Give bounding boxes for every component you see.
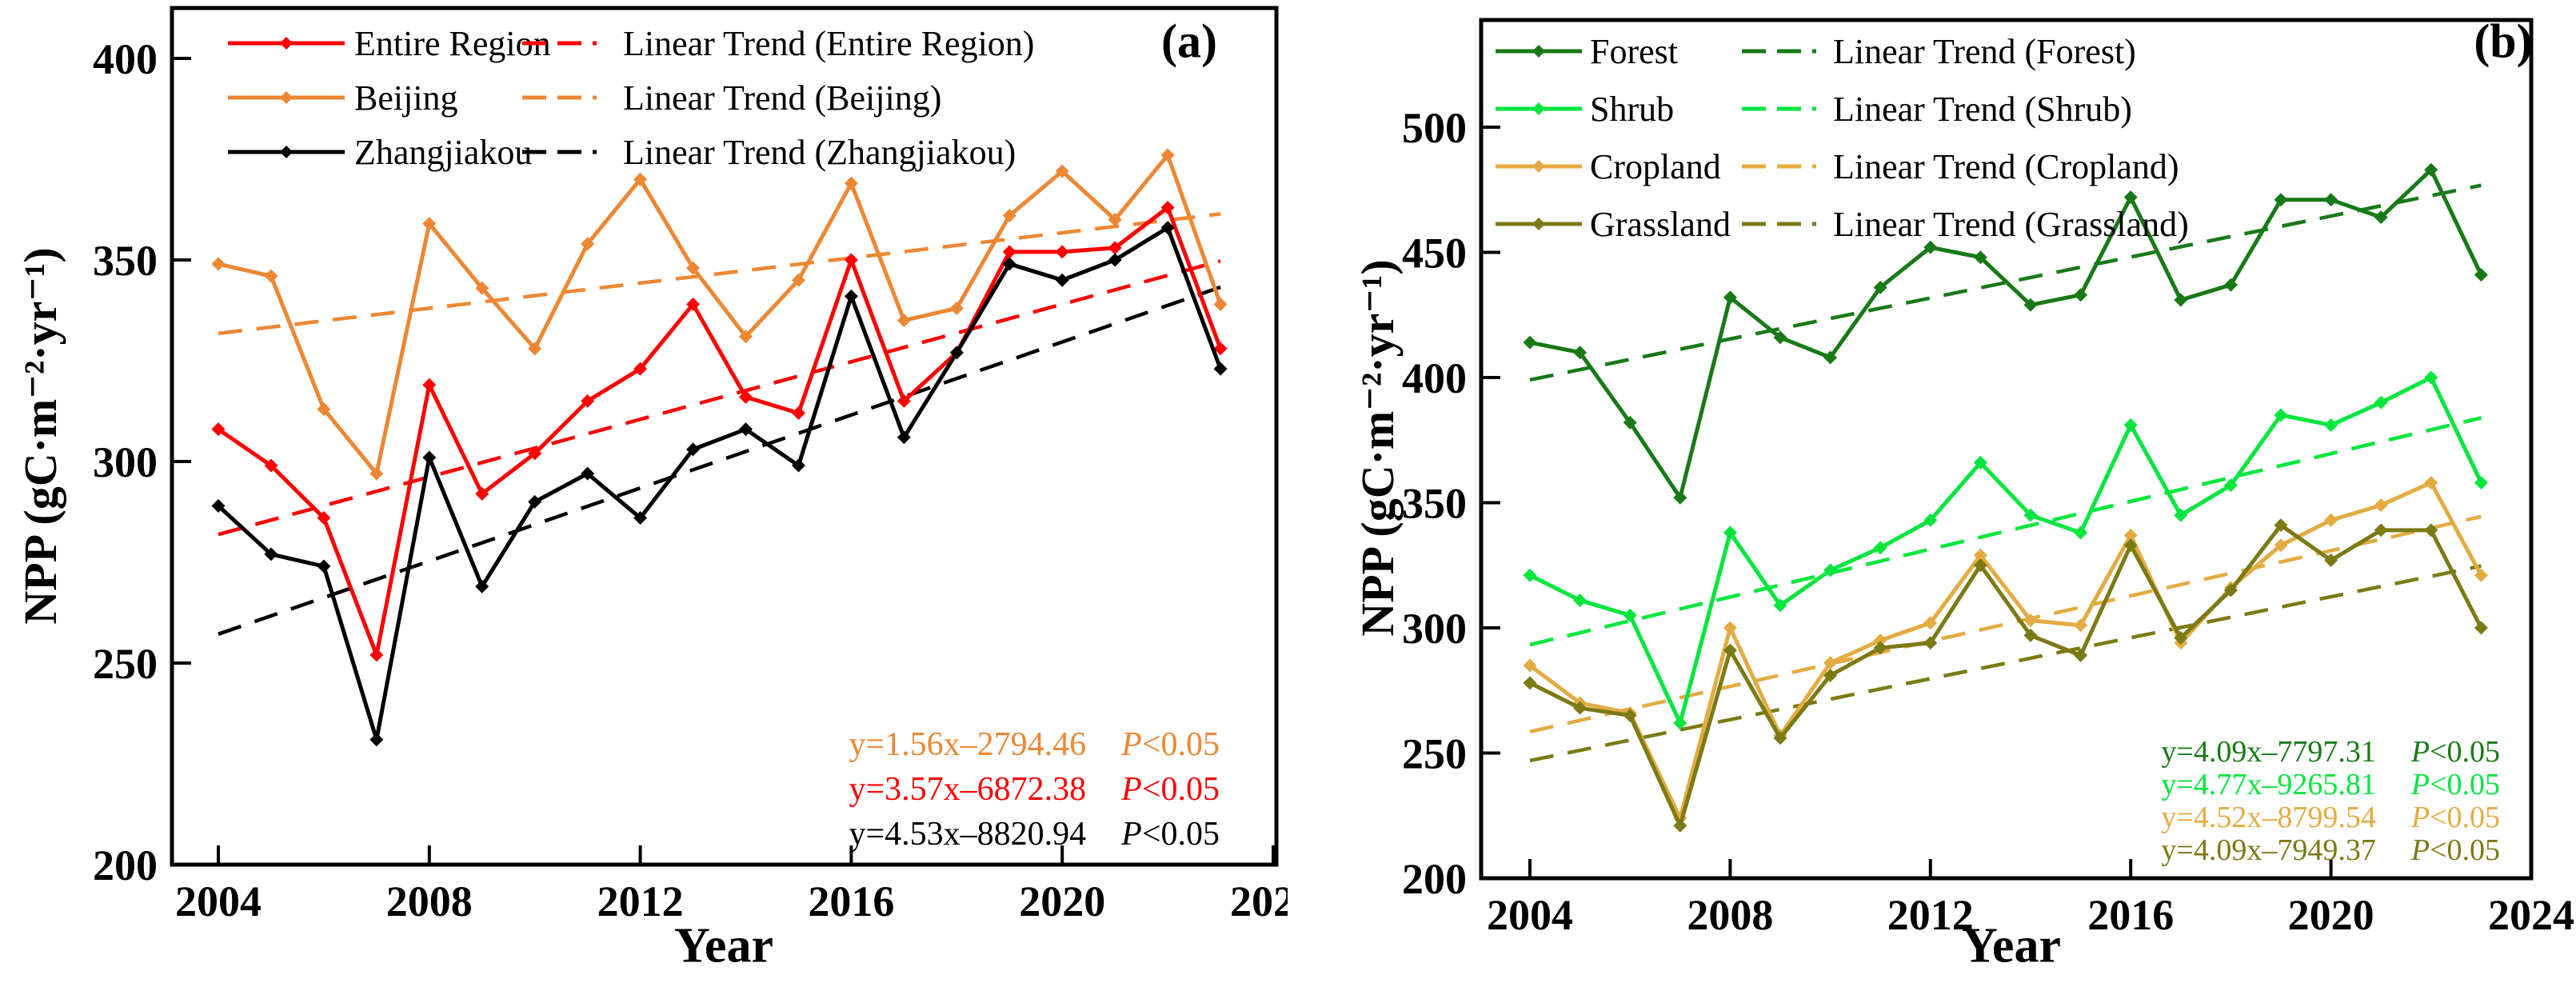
legend-line-sample [226,32,346,54]
chart-a-plot-area: 2004 2008 2012 2016 2020 2024 200 250 300 350 400 [93,6,1288,925]
legend-a: Entire Region Linear Trend (Entire Regio… [226,16,1034,179]
legend-label: Linear Trend (Grassland) [1833,204,2189,244]
svg-text:500: 500 [1402,104,1467,152]
svg-text:2024: 2024 [1230,877,1288,925]
legend-label: Zhangjiakou [354,132,533,172]
svg-text:200: 200 [1402,855,1467,903]
legend-label: Forest [1590,31,1678,71]
svg-text:2020: 2020 [1019,877,1105,925]
legend-label: Linear Trend (Zhangjiakou) [623,132,1016,172]
x-axis-title-b: Year [1962,918,2061,973]
legend-label: Linear Trend (Beijing) [623,78,942,118]
svg-text:400: 400 [1402,354,1467,402]
legend-label: Shrub [1590,89,1675,129]
svg-text:250: 250 [1402,730,1467,778]
x-axis-title-a: Year [674,918,773,973]
legend-label: Linear Trend (Shrub) [1833,89,2132,129]
legend-dash-sample [1740,213,1827,235]
legend-line-sample [1494,155,1584,178]
svg-text:300: 300 [93,438,158,486]
equation-row: y=1.56x–2794.46 P<0.05 [849,726,1220,763]
panel-label-b: (b) [2474,14,2533,68]
legend-dash-sample [1740,40,1827,62]
legend-label: Linear Trend (Cropland) [1833,146,2179,186]
svg-text:350: 350 [1402,480,1467,528]
legend-b: Forest Linear Trend (Forest) Shrub Linea… [1494,22,2189,253]
legend-line-sample [226,141,346,163]
svg-text:450: 450 [1402,230,1467,278]
y-axis-title-a: NPP (gC·m⁻²·yr⁻¹) [14,247,66,625]
equations-a: y=1.56x–2794.46 P<0.05 y=3.57x–6872.38 P<0… [849,722,1220,857]
equation-row: y=4.53x–8820.94 P<0.05 [849,816,1220,853]
svg-text:2008: 2008 [1687,891,1773,939]
legend-line-sample [1494,40,1584,62]
legend-dash-sample [521,141,615,163]
legend-line-sample [226,86,346,109]
chart-panel-a: 200420082012201620202024200250300350400 … [14,6,1288,973]
svg-text:300: 300 [1402,605,1467,653]
svg-text:400: 400 [93,35,158,83]
equation-row: y=4.77x–9265.81 P<0.05 [2161,768,2500,801]
legend-label: Grassland [1590,204,1731,244]
svg-text:2016: 2016 [2087,891,2174,939]
svg-text:2016: 2016 [808,877,894,925]
legend-label: Linear Trend (Entire Region) [623,23,1035,63]
panel-label-a: (a) [1161,14,1217,68]
legend-label: Linear Trend (Forest) [1833,31,2136,71]
svg-text:200: 200 [93,841,158,889]
equation-row: y=4.09x–7949.37 P<0.05 [2161,833,2500,867]
legend-dash-sample [521,32,615,54]
svg-text:2012: 2012 [597,877,684,925]
legend-label: Cropland [1590,146,1721,186]
svg-text:2012: 2012 [1887,891,1974,939]
equation-row: y=4.52x–8799.54 P<0.05 [2161,801,2500,834]
svg-text:350: 350 [93,237,158,285]
equation-row: y=4.09x–7797.31 P<0.05 [2161,735,2500,769]
legend-label: Entire Region [354,23,551,63]
svg-text:2008: 2008 [386,877,473,925]
svg-text:2004: 2004 [1487,891,1573,939]
svg-text:2004: 2004 [175,877,262,925]
legend-line-sample [1494,98,1584,120]
legend-dash-sample [1740,155,1827,178]
svg-text:250: 250 [93,640,158,688]
svg-text:2024: 2024 [2488,891,2574,939]
equation-row: y=3.57x–6872.38 P<0.05 [849,771,1220,808]
legend-dash-sample [1740,98,1827,120]
chart-b-plot-area: 2004 2008 2012 2016 2020 2024 200 250 300 350 400 4… [1402,18,2574,939]
equations-b: y=4.09x–7797.31 P<0.05 y=4.77x–9265.81 P<0… [2161,736,2500,867]
legend-line-sample [1494,213,1584,235]
svg-text:2020: 2020 [2288,891,2374,939]
legend-dash-sample [521,86,615,109]
chart-panel-b: 2004 2008 2012 2016 2020 2024 200 250 300 350 400 4… [1288,0,2576,995]
legend-label: Beijing [354,78,458,118]
y-axis-title-b: NPP (gC·m⁻²·yr⁻¹) [1352,259,1404,637]
